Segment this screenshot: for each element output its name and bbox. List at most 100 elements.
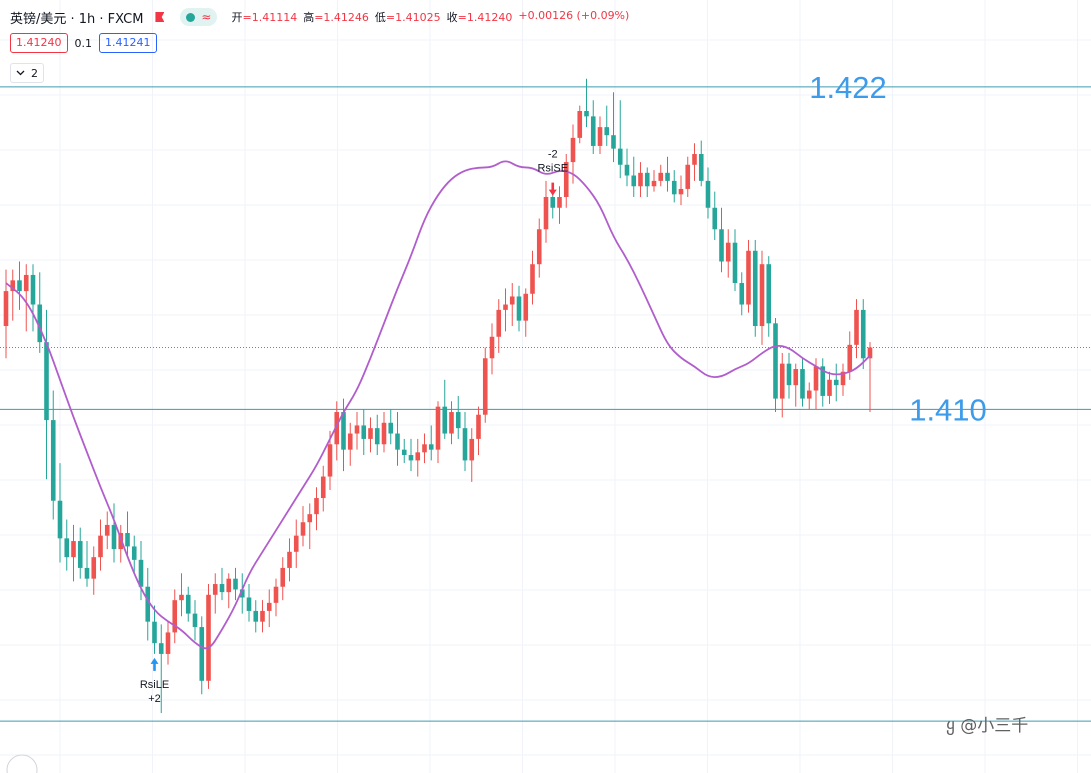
candle-body (692, 154, 697, 165)
candle (739, 272, 745, 316)
candle (455, 395, 461, 439)
candle-body (314, 498, 319, 515)
candle (611, 92, 616, 163)
candle (212, 573, 218, 614)
candle-body (388, 422, 394, 434)
buy-price-button[interactable]: 1.41241 (99, 33, 157, 53)
level-label: 1.410 (909, 392, 987, 427)
candle-body (827, 379, 832, 396)
candle (509, 283, 515, 327)
candle-body (300, 522, 306, 536)
watermark-text: @小三千 (960, 716, 1029, 736)
candle-body (496, 309, 502, 337)
down-arrow-icon (548, 182, 557, 196)
wave-icon: ≈ (201, 10, 212, 24)
candle (422, 433, 427, 464)
candle (496, 299, 502, 353)
candle (543, 180, 549, 243)
candle-body (165, 632, 171, 654)
candle (10, 269, 16, 321)
level-label: 1.422 (809, 70, 887, 105)
open-value: =1.41114 (242, 11, 298, 24)
candle-body (800, 369, 805, 399)
candle-body (293, 535, 299, 552)
candle-body (732, 242, 738, 284)
candle (590, 100, 596, 155)
symbol-title[interactable]: 英镑/美元 · 1h · FXCM (10, 11, 144, 27)
candle-body (320, 476, 326, 499)
weibo-icon: ყ (946, 716, 955, 736)
candle (118, 524, 124, 563)
candle (867, 342, 873, 413)
candle (104, 511, 110, 550)
signal-label: RsiSE (537, 163, 568, 175)
candle (91, 546, 97, 595)
candle (307, 503, 313, 550)
candle (482, 347, 488, 423)
candle-body (597, 127, 603, 146)
candle (44, 309, 49, 480)
high-value: =1.41246 (314, 11, 369, 24)
candle (374, 414, 380, 456)
candle (64, 519, 70, 571)
candle-body (698, 154, 704, 181)
candle (246, 584, 252, 622)
low-value: =1.41025 (385, 11, 441, 24)
candle-body (287, 551, 292, 568)
signal-label: +2 (148, 693, 161, 705)
candle-body (530, 264, 535, 294)
candle (793, 363, 799, 407)
candle-body (138, 559, 144, 587)
candle-body (604, 127, 610, 136)
candle (604, 105, 610, 146)
candle-body (550, 197, 556, 208)
candle (314, 487, 319, 531)
close-value: =1.41240 (457, 11, 513, 24)
moving-average-line (5, 160, 871, 650)
candle-body (233, 578, 238, 590)
candle (50, 390, 56, 520)
level-labels: 1.422 1.410 (809, 70, 987, 428)
candle (347, 422, 353, 466)
candle (698, 140, 704, 187)
candle-body (442, 406, 448, 434)
candle-body (503, 304, 508, 310)
candle-body (280, 567, 286, 587)
candle (199, 616, 205, 695)
candle (287, 538, 292, 582)
candle-body (617, 148, 623, 165)
candle (125, 511, 130, 558)
sell-price-button[interactable]: 1.41240 (10, 33, 68, 53)
candle-body (725, 242, 731, 262)
candle-body (462, 428, 468, 461)
candle (320, 465, 326, 512)
candle-body (104, 524, 110, 536)
candle (3, 269, 9, 359)
candle (644, 167, 650, 198)
candle-body (712, 207, 718, 230)
candle (671, 170, 677, 203)
candle-body (557, 197, 562, 208)
candle (449, 401, 454, 445)
candle (712, 191, 718, 241)
flag-icon[interactable] (155, 12, 165, 22)
bottom-corner-button[interactable] (6, 754, 38, 773)
candle-body (118, 532, 124, 550)
candle (233, 567, 238, 601)
candle-body (671, 180, 677, 195)
candle (131, 535, 137, 574)
indicators-toggle[interactable]: 2 (10, 63, 44, 83)
candle-body (10, 280, 16, 292)
candle (719, 207, 724, 273)
market-status-pill[interactable]: ≈ (180, 8, 218, 26)
candle (138, 541, 144, 601)
candle (800, 358, 805, 407)
candle (253, 600, 259, 633)
candle (334, 401, 340, 461)
horizontal-levels[interactable] (0, 86, 1091, 722)
candle-body (422, 444, 427, 453)
candle-body (833, 379, 839, 386)
low-label: 低 (374, 11, 386, 24)
